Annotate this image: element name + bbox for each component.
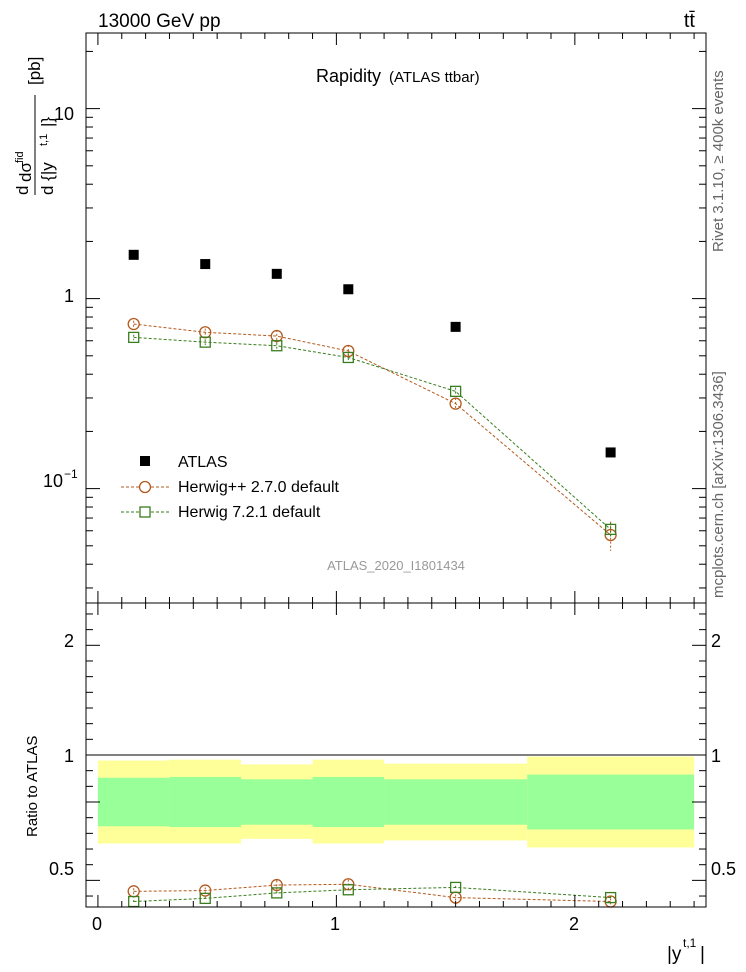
side-label-bottom: mcplots.cern.ch [arXiv:1306.3436] bbox=[710, 371, 727, 598]
series-line-2 bbox=[133, 336, 611, 530]
ratio-point-herwig7 bbox=[449, 881, 462, 894]
y-axis-label-d-num: d bbox=[13, 186, 32, 195]
ratio-ytick-label-2-right: 2 bbox=[711, 631, 721, 651]
ytick-label-0.1: 10 bbox=[43, 471, 63, 491]
ytick-label-1: 1 bbox=[64, 286, 74, 306]
ratio-point-herwig7 bbox=[604, 891, 617, 904]
ratio-y-axis-label: Ratio to ATLAS bbox=[24, 736, 41, 837]
data-point-atlas bbox=[605, 447, 616, 458]
ratio-band-inner bbox=[169, 776, 241, 828]
y-axis-label: d dσ fid d {|y t,1 |} [pb] bbox=[13, 57, 57, 195]
data-point-herwig7 bbox=[128, 331, 140, 344]
x-axis-label: |y t,1 | bbox=[667, 936, 705, 965]
xtick-label-1: 1 bbox=[330, 914, 340, 934]
main-y-ticks bbox=[86, 50, 706, 589]
ratio-point-herwigpp bbox=[270, 878, 283, 892]
data-point-herwigpp bbox=[449, 397, 462, 410]
header-left: 13000 GeV pp bbox=[98, 11, 221, 32]
legend-label-atlas: ATLAS bbox=[178, 454, 228, 471]
data-point-herwig7 bbox=[449, 385, 462, 398]
data-point-atlas bbox=[343, 284, 354, 295]
legend: ATLAS Herwig++ 2.7.0 default Herwig 7.2.… bbox=[121, 454, 340, 521]
y-axis-label-numerator-sup: fid bbox=[14, 151, 26, 163]
ytick-label-10: 10 bbox=[54, 104, 74, 124]
y-axis-label-numerator: dσ bbox=[16, 162, 35, 182]
ratio-x-ticks bbox=[97, 603, 695, 907]
data-point-herwigpp bbox=[270, 329, 283, 343]
chart-subtitle: (ATLAS ttbar) bbox=[389, 69, 480, 86]
ratio-markers bbox=[127, 878, 617, 908]
ratio-y-ticks bbox=[86, 613, 706, 897]
y-axis-label-unit: [pb] bbox=[25, 57, 44, 85]
xtick-label-0: 0 bbox=[92, 914, 102, 934]
main-series-lines bbox=[133, 323, 611, 536]
header-right: tt̄ bbox=[684, 10, 696, 32]
data-point-atlas bbox=[271, 268, 282, 279]
main-panel: Rapidity (ATLAS ttbar) 10 1 10 −1 d dσ f… bbox=[13, 32, 707, 604]
series-line-1 bbox=[133, 323, 611, 536]
y-axis-label-denominator: d {|y bbox=[38, 162, 57, 195]
ytick-label-0.1-exponent: −1 bbox=[64, 467, 78, 481]
ratio-band-inner bbox=[527, 774, 695, 830]
side-label-top: Rivet 3.1.10, ≥ 400k events bbox=[710, 70, 727, 252]
ratio-point-herwigpp bbox=[199, 884, 212, 897]
data-point-atlas bbox=[128, 249, 139, 260]
y-axis-label-denominator-sup: t,1 bbox=[38, 134, 50, 146]
legend-marker-herwigpp bbox=[138, 480, 152, 494]
ratio-ytick-label-1-right: 1 bbox=[711, 746, 721, 766]
legend-label-herwigpp: Herwig++ 2.7.0 default bbox=[178, 479, 340, 496]
data-point-herwig7 bbox=[604, 523, 617, 536]
y-axis-label-denominator-close: |} bbox=[38, 117, 57, 127]
ratio-point-herwig7 bbox=[342, 884, 354, 896]
data-point-atlas bbox=[450, 321, 461, 332]
main-x-ticks bbox=[97, 33, 695, 603]
xtick-label-2: 2 bbox=[569, 914, 579, 934]
ratio-panel: 2 1 0.5 2 1 0.5 Ratio to ATLAS 0 1 2 |y … bbox=[24, 602, 736, 965]
data-point-herwigpp bbox=[342, 344, 355, 358]
legend-marker-herwig7 bbox=[139, 506, 151, 518]
ratio-ytick-label-2: 2 bbox=[64, 631, 74, 651]
ratio-ytick-label-0.5-right: 0.5 bbox=[711, 859, 736, 879]
ratio-point-herwig7 bbox=[199, 892, 211, 905]
x-axis-label-close: | bbox=[700, 944, 705, 965]
analysis-watermark: ATLAS_2020_I1801434 bbox=[327, 558, 465, 573]
main-markers bbox=[127, 249, 617, 551]
ratio-band-inner bbox=[384, 779, 528, 825]
ratio-ytick-label-0.5: 0.5 bbox=[49, 859, 74, 879]
data-point-herwig7 bbox=[271, 340, 283, 352]
data-point-herwig7 bbox=[342, 351, 354, 364]
data-point-atlas bbox=[200, 259, 211, 270]
x-axis-label-main: |y bbox=[667, 944, 682, 965]
data-point-herwigpp bbox=[127, 317, 140, 331]
ratio-ytick-label-1: 1 bbox=[64, 746, 74, 766]
legend-label-herwig7: Herwig 7.2.1 default bbox=[178, 504, 321, 521]
ratio-band-inner bbox=[97, 777, 170, 827]
ratio-band-inner bbox=[241, 779, 313, 825]
data-point-herwig7 bbox=[199, 336, 211, 348]
ratio-point-herwig7 bbox=[271, 887, 283, 899]
ratio-uncertainty-bands bbox=[97, 756, 695, 848]
legend-marker-atlas bbox=[140, 456, 150, 466]
chart-title: Rapidity bbox=[316, 66, 381, 86]
ratio-band-inner bbox=[312, 776, 385, 828]
x-axis-label-sup: t,1 bbox=[683, 936, 697, 950]
